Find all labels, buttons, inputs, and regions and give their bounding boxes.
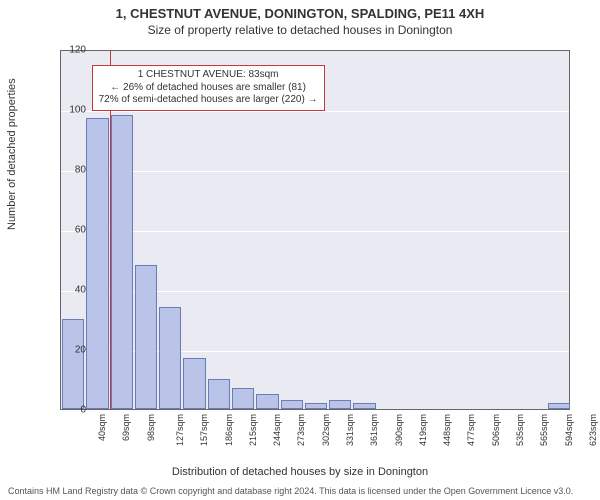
- x-tick: 215sqm: [248, 414, 258, 446]
- x-tick: 565sqm: [539, 414, 549, 446]
- x-tick: 98sqm: [146, 414, 156, 441]
- gridline: [61, 111, 569, 112]
- y-tick: 60: [46, 225, 86, 236]
- x-tick: 623sqm: [588, 414, 598, 446]
- bar: [353, 403, 375, 409]
- bar: [232, 388, 254, 409]
- bar: [111, 115, 133, 409]
- annotation-line: 1 CHESTNUT AVENUE: 83sqm: [99, 69, 318, 82]
- page-title-sub: Size of property relative to detached ho…: [0, 23, 600, 37]
- bar: [159, 307, 181, 409]
- gridline: [61, 171, 569, 172]
- bar: [62, 319, 84, 409]
- x-tick: 419sqm: [418, 414, 428, 446]
- x-tick: 244sqm: [272, 414, 282, 446]
- y-tick: 40: [46, 285, 86, 296]
- bar: [305, 403, 327, 409]
- plot-region: 1 CHESTNUT AVENUE: 83sqm← 26% of detache…: [60, 50, 570, 410]
- bar: [256, 394, 278, 409]
- x-tick: 361sqm: [369, 414, 379, 446]
- y-axis-label: Number of detached properties: [6, 78, 18, 230]
- y-tick: 20: [46, 345, 86, 356]
- y-tick: 80: [46, 165, 86, 176]
- annotation-line: 72% of semi-detached houses are larger (…: [99, 94, 318, 107]
- footer-attribution: Contains HM Land Registry data © Crown c…: [8, 486, 573, 496]
- bar: [86, 118, 108, 409]
- x-tick: 390sqm: [394, 414, 404, 446]
- page-title-address: 1, CHESTNUT AVENUE, DONINGTON, SPALDING,…: [0, 6, 600, 21]
- bar: [208, 379, 230, 409]
- chart-area: 1 CHESTNUT AVENUE: 83sqm← 26% of detache…: [60, 50, 570, 410]
- x-tick: 302sqm: [321, 414, 331, 446]
- x-tick: 40sqm: [97, 414, 107, 441]
- x-tick: 186sqm: [224, 414, 234, 446]
- x-tick: 594sqm: [564, 414, 574, 446]
- y-tick: 0: [46, 405, 86, 416]
- bar: [281, 400, 303, 409]
- x-tick: 273sqm: [296, 414, 306, 446]
- bar: [548, 403, 570, 409]
- annotation-box: 1 CHESTNUT AVENUE: 83sqm← 26% of detache…: [92, 65, 325, 111]
- x-tick: 506sqm: [491, 414, 501, 446]
- x-tick: 127sqm: [175, 414, 185, 446]
- gridline: [61, 231, 569, 232]
- bar: [135, 265, 157, 409]
- x-tick: 331sqm: [345, 414, 355, 446]
- bar: [329, 400, 351, 409]
- x-axis-label: Distribution of detached houses by size …: [0, 466, 600, 478]
- x-tick: 69sqm: [121, 414, 131, 441]
- annotation-line: ← 26% of detached houses are smaller (81…: [99, 82, 318, 95]
- x-tick: 535sqm: [515, 414, 525, 446]
- x-tick: 448sqm: [442, 414, 452, 446]
- y-tick: 120: [46, 45, 86, 56]
- x-tick: 477sqm: [466, 414, 476, 446]
- x-tick: 157sqm: [199, 414, 209, 446]
- bar: [183, 358, 205, 409]
- y-tick: 100: [46, 105, 86, 116]
